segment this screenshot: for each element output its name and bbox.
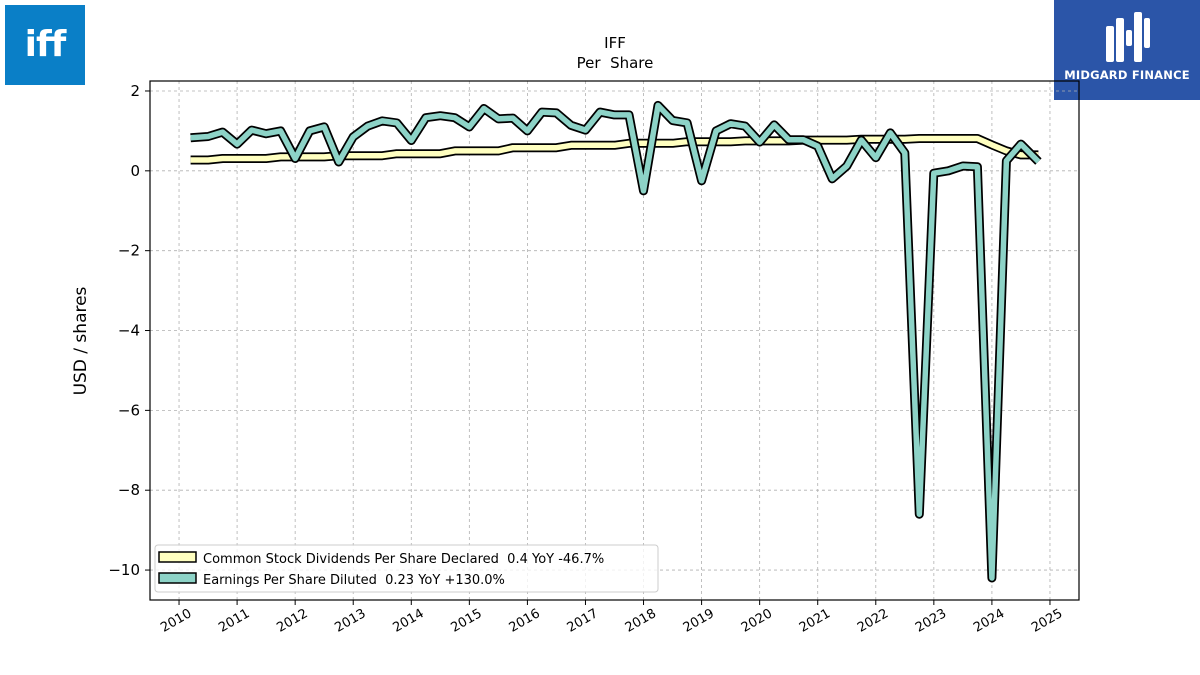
series-dividends-line [190, 134, 1039, 165]
chart-title: IFF [604, 34, 626, 52]
eps-line [190, 102, 1041, 581]
y-tick-label: 2 [130, 82, 140, 100]
midgard-logo-text: MIDGARD FINANCE [1064, 68, 1190, 82]
x-tick-label: 2014 [390, 606, 426, 636]
x-tick-label: 2013 [332, 606, 368, 636]
x-tick-label: 2017 [565, 606, 601, 636]
midgard-finance-logo: MIDGARD FINANCE [1054, 0, 1200, 100]
x-tick-label: 2011 [216, 606, 252, 636]
legend-swatch-dividends [158, 551, 197, 563]
x-tick-label: 2020 [739, 606, 775, 636]
x-tick-label: 2022 [855, 606, 891, 636]
plot-frame [149, 80, 1080, 601]
x-tick-label: 2021 [797, 606, 833, 636]
y-tick-label: −2 [118, 242, 140, 260]
x-axis: 2010 2011 2012 2013 2014 2015 2016 2017 2018 2019… [158, 600, 1065, 636]
x-tick-label: 2018 [623, 606, 659, 636]
x-tick-label: 2012 [274, 606, 310, 636]
y-tick-label: −10 [108, 561, 140, 579]
legend: Common Stock Dividends Per Share Declare… [154, 544, 659, 593]
legend-swatch-eps [158, 572, 197, 584]
iff-logo: iff [5, 5, 85, 85]
series-lines [190, 100, 1042, 583]
x-tick-label: 2016 [507, 606, 543, 636]
legend-label-eps: Earnings Per Share Diluted 0.23 YoY +130… [203, 573, 505, 588]
legend-label-dividends: Common Stock Dividends Per Share Declare… [203, 552, 604, 567]
y-tick-label: 0 [130, 162, 140, 180]
y-tick-label: −4 [118, 322, 140, 340]
x-tick-label: 2015 [449, 606, 485, 636]
y-tick-label: −8 [118, 481, 140, 499]
series-eps-line [190, 100, 1042, 583]
chart-subtitle: Per Share [577, 54, 654, 72]
midgard-logo-mark-icon [1106, 12, 1150, 62]
iff-logo-text: iff [24, 24, 67, 65]
y-tick-label: −6 [118, 401, 140, 419]
x-tick-label: 2025 [1029, 606, 1065, 636]
y-axis-label: USD / shares [71, 286, 91, 395]
y-axis: 2 0 −2 −4 −6 −8 −10 [108, 82, 150, 579]
x-tick-label: 2024 [971, 606, 1007, 636]
x-tick-label: 2023 [913, 606, 949, 636]
legend-box [154, 544, 659, 593]
x-tick-label: 2010 [158, 606, 194, 636]
x-tick-label: 2019 [681, 606, 717, 636]
